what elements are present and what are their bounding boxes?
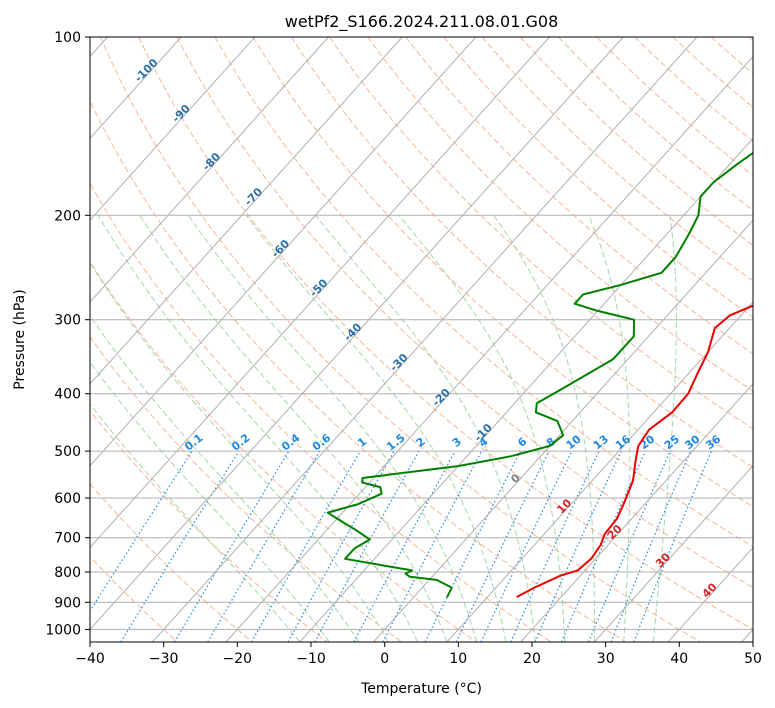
dry-adiabat: [443, 37, 753, 318]
y-tick-label: 500: [54, 444, 81, 460]
y-tick-label: 800: [54, 565, 81, 581]
x-tick-label: −20: [223, 651, 253, 667]
isotherm-line: [520, 383, 753, 642]
moist-adiabat: [97, 215, 419, 642]
mixing-ratio-line: [633, 450, 712, 642]
dry-adiabat: [596, 37, 753, 177]
x-tick-label: 40: [670, 651, 688, 667]
y-tick-label: 200: [54, 208, 81, 224]
mixing-ratio-line: [534, 450, 622, 642]
y-tick-label: 400: [54, 387, 81, 403]
dry-adiabat: [90, 99, 626, 642]
mixing-ratio-line: [287, 450, 395, 642]
moist-adiabat: [315, 214, 536, 642]
background-lines: [90, 37, 753, 642]
dry-adiabat: [90, 336, 402, 642]
isotherm-line: [152, 37, 698, 642]
y-tick-label: 900: [54, 595, 81, 611]
isotherm-line: [90, 37, 624, 631]
dry-adiabat: [405, 37, 753, 355]
dry-adiabat: [90, 483, 253, 642]
mixing-ratio-line: [353, 450, 456, 642]
x-tick-label: −30: [149, 651, 179, 667]
chart-title: wetPf2_S166.2024.211.08.01.G08: [285, 12, 559, 32]
y-tick-label: 100: [54, 30, 81, 46]
profiles: [326, 151, 753, 598]
axis-ticks: −40 −30 −20 −10 0 10 20 30 40 50 100 200 300 400 500 60…: [45, 30, 762, 667]
x-tick-label: −40: [75, 651, 105, 667]
x-tick-label: 20: [523, 651, 541, 667]
mixing-ratio-line: [588, 450, 671, 642]
dry-adiabat: [558, 37, 753, 211]
dry-adiabat: [214, 37, 753, 548]
moist-adiabat: [493, 215, 595, 642]
dry-adiabat: [90, 260, 477, 642]
isotherm-line: [90, 37, 329, 303]
plot-frame: [89, 36, 754, 643]
y-axis-label: Pressure (hPa): [12, 289, 28, 389]
isotherm-line: [299, 137, 753, 642]
mixing-ratio-line: [560, 450, 647, 642]
dry-adiabat: [329, 37, 753, 430]
y-tick-label: 700: [54, 531, 81, 547]
moist-adiabat: [90, 261, 389, 642]
y-tick-label: 1000: [45, 622, 81, 638]
isotherm-line: [225, 55, 753, 642]
x-tick-label: 0: [380, 651, 389, 667]
y-tick-label: 600: [54, 491, 81, 507]
isotherm-line: [373, 219, 753, 642]
dry-adiabat: [367, 37, 753, 392]
isotherm-line: [594, 465, 753, 642]
dry-adiabat: [138, 37, 753, 631]
mixing-ratio-line: [610, 450, 692, 642]
isotherm-line: [90, 37, 403, 385]
moist-adiabat: [652, 215, 677, 642]
dewpoint-profile: [326, 151, 753, 598]
x-axis-label: Temperature (°C): [360, 681, 482, 697]
plot-background: [90, 37, 753, 642]
y-tick-label: 300: [54, 313, 81, 329]
isotherm-line: [90, 37, 477, 467]
moist-adiabat: [90, 361, 330, 642]
dry-adiabat: [90, 182, 552, 642]
x-tick-label: 10: [449, 651, 467, 667]
mixing-ratio-line: [424, 450, 522, 642]
mixing-ratio-line: [90, 450, 193, 613]
x-tick-label: 30: [597, 651, 615, 667]
x-tick-label: −10: [296, 651, 326, 667]
dry-adiabat: [252, 37, 753, 508]
x-tick-label: 50: [744, 651, 762, 667]
mixing-ratio-line: [314, 450, 420, 642]
isotherm-line: [90, 37, 550, 549]
temperature-profile: [516, 304, 753, 598]
isotherm-line: [446, 301, 753, 642]
moist-adiabat: [398, 214, 566, 642]
dry-adiabat: [100, 37, 701, 642]
isotherm-line: [90, 37, 256, 221]
dry-adiabat: [176, 37, 753, 589]
dry-adiabat: [481, 37, 753, 282]
moist-adiabat: [139, 215, 448, 642]
moist-adiabat: [90, 403, 301, 642]
